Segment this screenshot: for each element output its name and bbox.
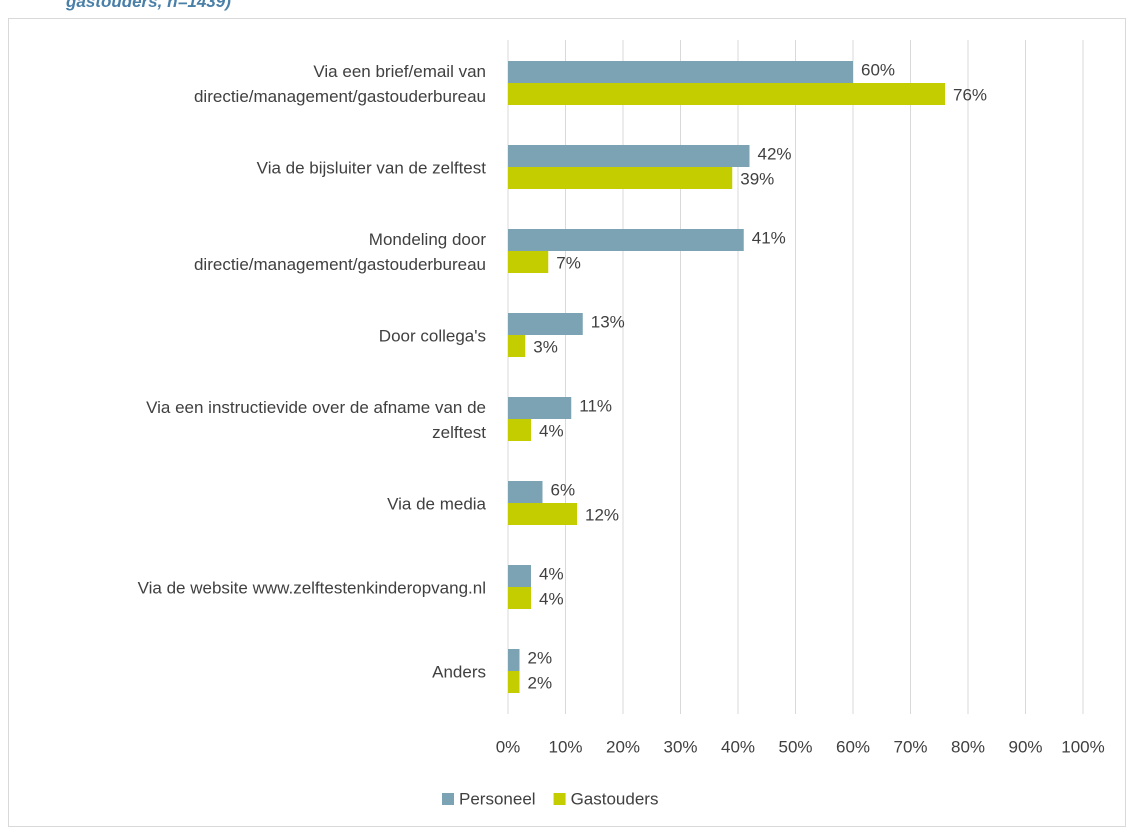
bar (508, 565, 531, 587)
value-label: 4% (539, 564, 564, 583)
value-label: 3% (533, 337, 558, 356)
category-label: Via de website www.zelftestenkinderopvan… (137, 578, 486, 598)
x-tick-label: 50% (778, 737, 812, 756)
bar (508, 145, 750, 167)
value-label: 11% (579, 396, 612, 415)
legend-label: Personeel (459, 789, 536, 808)
legend-swatch (553, 793, 566, 805)
bar (508, 83, 945, 105)
category-label: Via de bijsluiter van de zelftest (256, 158, 486, 178)
value-label: 7% (556, 253, 581, 272)
bar (508, 229, 744, 251)
bar (508, 503, 577, 525)
value-label: 6% (551, 480, 576, 499)
legend-swatch (442, 793, 454, 805)
x-tick-label: 20% (606, 737, 640, 756)
value-label: 39% (740, 169, 774, 188)
category-label: Via de media (387, 494, 486, 514)
value-label: 2% (528, 673, 553, 692)
x-tick-label: 40% (721, 737, 755, 756)
value-label: 60% (861, 60, 895, 79)
bar (508, 61, 853, 83)
value-label: 76% (953, 85, 987, 104)
value-label: 2% (528, 648, 553, 667)
bar (508, 419, 531, 441)
value-label: 4% (539, 421, 564, 440)
bar (508, 397, 572, 419)
bar (508, 481, 543, 503)
x-tick-label: 70% (893, 737, 927, 756)
category-label: Anders (432, 662, 486, 682)
value-label: 41% (752, 228, 786, 247)
x-tick-label: 30% (663, 737, 697, 756)
x-tick-label: 100% (1061, 737, 1104, 756)
category-label: Door collega's (378, 326, 486, 346)
category-label: Via een brief/email van directie/managem… (193, 62, 486, 106)
bar (508, 587, 531, 609)
chart-subtitle: gastouders, n=1439) (66, 0, 231, 11)
bar (508, 649, 520, 671)
value-label: 12% (585, 505, 619, 524)
bar (508, 251, 549, 273)
x-tick-label: 0% (496, 737, 521, 756)
x-tick-label: 90% (1008, 737, 1042, 756)
value-label: 13% (591, 312, 625, 331)
chart-frame (8, 18, 1126, 827)
x-tick-label: 60% (836, 737, 870, 756)
x-tick-label: 80% (951, 737, 985, 756)
bar (508, 671, 520, 693)
value-label: 4% (539, 589, 564, 608)
bar (508, 167, 733, 189)
category-label: Mondeling door directie/management/gasto… (193, 230, 486, 274)
category-label: Via een instructievide over de afname va… (146, 398, 486, 442)
legend-label: Gastouders (571, 789, 659, 808)
bar (508, 313, 583, 335)
value-label: 42% (758, 144, 792, 163)
x-tick-label: 10% (548, 737, 582, 756)
bar (508, 335, 526, 357)
